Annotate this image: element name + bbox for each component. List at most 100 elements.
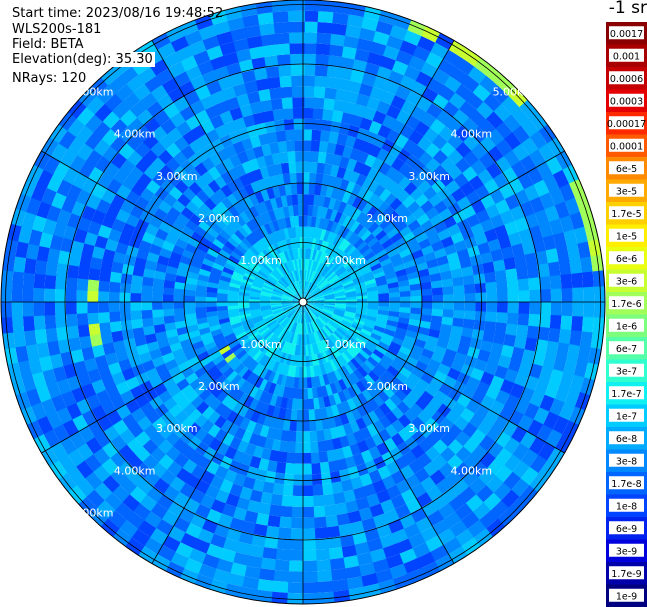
sector-cell <box>343 565 362 580</box>
sector-cell <box>314 65 330 77</box>
sector-cell <box>417 424 433 440</box>
sector-cell <box>119 300 131 312</box>
sector-cell <box>294 140 305 152</box>
sector-cell <box>431 308 444 318</box>
sector-cell <box>311 308 321 316</box>
sector-cell <box>383 398 397 412</box>
sector-cell <box>410 289 422 298</box>
sector-cell <box>152 293 164 302</box>
sector-cell <box>254 512 270 526</box>
sector-cell <box>319 281 330 290</box>
sector-cell <box>547 327 561 345</box>
sector-cell <box>331 282 343 290</box>
sector-cell <box>296 281 301 292</box>
sector-cell <box>343 101 358 115</box>
sector-cell <box>175 319 187 329</box>
sector-cell <box>76 300 88 314</box>
sector-cell <box>216 340 229 351</box>
sector-cell <box>592 317 605 336</box>
sector-cell <box>281 299 293 302</box>
sector-cell <box>318 217 326 230</box>
sector-cell <box>323 326 332 336</box>
sector-cell <box>287 151 297 163</box>
sector-cell <box>314 261 321 273</box>
sector-cell <box>469 254 483 268</box>
sector-cell <box>333 99 348 113</box>
sector-cell <box>381 543 400 560</box>
sector-cell <box>104 350 119 366</box>
range-label: 5.00km <box>72 506 114 519</box>
sector-cell <box>24 256 37 274</box>
sector-cell <box>208 397 222 411</box>
sector-cell <box>54 287 67 302</box>
sector-cell <box>270 296 282 300</box>
sector-cell <box>120 318 133 331</box>
sector-cell <box>408 350 422 362</box>
sector-cell <box>238 186 250 200</box>
sector-cell <box>312 305 324 311</box>
colorbar-tick-label: 6e-6 <box>616 254 637 265</box>
sector-cell <box>314 274 323 285</box>
sector-cell <box>396 189 411 204</box>
sector-cell <box>307 311 313 322</box>
sector-cell <box>399 296 411 303</box>
sector-cell <box>539 289 552 304</box>
sector-cell <box>316 591 335 604</box>
sector-cell <box>84 230 99 247</box>
sector-cell <box>367 180 381 194</box>
sector-cell <box>162 286 175 296</box>
colorbar-tick-label: 3e-7 <box>616 366 637 377</box>
sector-cell <box>506 279 519 293</box>
sector-cell <box>22 300 34 317</box>
sector-cell <box>184 301 196 309</box>
sector-cell <box>407 372 421 386</box>
sector-cell <box>187 236 201 249</box>
range-label: 1.00km <box>324 254 366 267</box>
sector-cell <box>238 198 250 212</box>
sector-cell <box>281 419 291 431</box>
sector-cell <box>552 355 567 374</box>
sector-cell <box>258 390 269 403</box>
sector-cell <box>259 297 271 301</box>
colorbar-tick-label: 1.7e-8 <box>611 479 641 490</box>
sector-cell <box>52 364 68 382</box>
sector-cell <box>351 208 363 221</box>
sector-cell <box>266 276 277 285</box>
sector-cell <box>45 380 62 399</box>
sector-cell <box>395 327 408 337</box>
sector-cell <box>236 48 254 63</box>
sector-cell <box>312 118 324 131</box>
sector-cell <box>196 189 210 203</box>
sector-cell <box>324 296 336 300</box>
sector-cell <box>44 313 57 330</box>
sector-cell <box>279 329 287 340</box>
sector-cell <box>415 551 436 569</box>
sector-cell <box>234 229 246 241</box>
sector-cell <box>303 248 307 259</box>
sector-cell <box>220 170 234 185</box>
sector-cell <box>188 181 203 196</box>
sector-cell <box>314 216 322 229</box>
sector-cell <box>173 294 185 302</box>
sector-cell <box>224 262 236 272</box>
sector-cell <box>339 272 350 281</box>
sector-cell <box>238 226 250 238</box>
sector-cell <box>286 273 294 284</box>
azimuth-line <box>302 40 455 303</box>
sector-cell <box>370 262 383 272</box>
sector-cell <box>252 349 263 361</box>
sector-cell <box>542 235 557 253</box>
sector-cell <box>273 325 283 336</box>
sector-cell <box>204 340 217 351</box>
sector-cell <box>218 279 231 287</box>
sector-cell <box>256 323 267 332</box>
sector-cell <box>98 279 111 292</box>
sector-cell <box>243 342 255 353</box>
sector-cell <box>281 484 294 496</box>
sector-cell <box>353 340 365 350</box>
sector-cell <box>346 14 366 29</box>
sector-cell <box>292 322 298 334</box>
sector-cell <box>289 43 305 55</box>
sector-cell <box>222 366 235 379</box>
sector-cell <box>462 318 475 331</box>
